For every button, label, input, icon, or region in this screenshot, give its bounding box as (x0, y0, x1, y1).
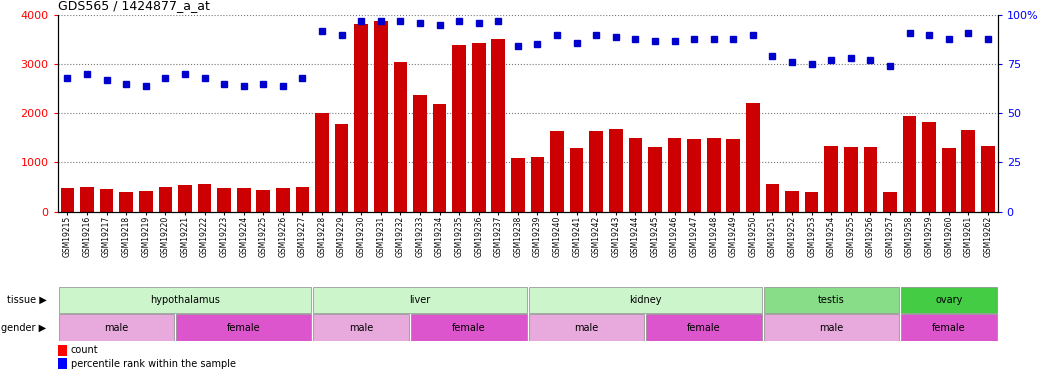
Bar (276, 188, 289, 211)
Text: kidney: kidney (629, 295, 661, 305)
Bar (629, 138, 642, 212)
Bar (472, 43, 485, 211)
Bar (217, 188, 231, 211)
Bar (609, 129, 623, 212)
Bar (176, 314, 311, 341)
Bar (530, 158, 544, 212)
Text: count: count (71, 345, 99, 355)
Bar (668, 138, 681, 212)
Bar (528, 314, 645, 341)
Bar (883, 192, 897, 211)
Bar (900, 287, 997, 314)
Text: tissue ▶: tissue ▶ (6, 295, 46, 305)
Bar (961, 130, 976, 212)
Bar (687, 139, 701, 212)
Text: female: female (452, 322, 485, 333)
Bar (825, 146, 838, 211)
Bar (528, 287, 762, 314)
Bar (413, 95, 427, 211)
Bar (61, 188, 74, 211)
Bar (119, 192, 133, 211)
Bar (315, 113, 329, 212)
Bar (433, 104, 446, 212)
Bar (766, 184, 780, 211)
Bar (589, 131, 603, 212)
Bar (178, 185, 192, 211)
Text: male: male (574, 322, 598, 333)
Bar (981, 146, 995, 211)
Text: ovary: ovary (935, 295, 962, 305)
Bar (805, 192, 818, 211)
Bar (58, 358, 67, 369)
Bar (58, 345, 67, 356)
Bar (313, 287, 527, 314)
Text: female: female (226, 322, 261, 333)
Bar (492, 39, 505, 212)
Bar (764, 287, 899, 314)
Bar (922, 122, 936, 211)
Bar (511, 159, 525, 212)
Bar (59, 314, 174, 341)
Bar (647, 314, 762, 341)
Bar (648, 147, 662, 211)
Text: male: male (104, 322, 129, 333)
Text: testis: testis (817, 295, 845, 305)
Bar (550, 131, 564, 212)
Text: female: female (687, 322, 721, 333)
Bar (726, 139, 740, 212)
Bar (158, 188, 172, 211)
Bar (198, 184, 212, 211)
Bar (764, 314, 899, 341)
Bar (313, 314, 409, 341)
Text: gender ▶: gender ▶ (1, 322, 46, 333)
Bar (296, 188, 309, 211)
Bar (864, 147, 877, 211)
Bar (706, 138, 721, 212)
Bar (354, 24, 368, 211)
Bar (80, 188, 94, 211)
Text: liver: liver (410, 295, 431, 305)
Bar (900, 314, 997, 341)
Bar (334, 124, 349, 211)
Text: male: male (820, 322, 844, 333)
Bar (237, 188, 250, 211)
Bar (453, 45, 466, 211)
Text: hypothalamus: hypothalamus (150, 295, 220, 305)
Text: male: male (349, 322, 373, 333)
Bar (257, 190, 270, 211)
Bar (411, 314, 527, 341)
Bar (139, 191, 153, 211)
Text: percentile rank within the sample: percentile rank within the sample (71, 358, 236, 369)
Bar (942, 148, 956, 211)
Text: female: female (932, 322, 965, 333)
Bar (374, 21, 388, 211)
Bar (902, 116, 916, 212)
Bar (746, 104, 760, 212)
Bar (785, 191, 799, 211)
Bar (393, 62, 408, 211)
Bar (570, 148, 584, 211)
Text: GDS565 / 1424877_a_at: GDS565 / 1424877_a_at (58, 0, 210, 12)
Bar (844, 147, 857, 211)
Bar (100, 189, 113, 211)
Bar (59, 287, 311, 314)
